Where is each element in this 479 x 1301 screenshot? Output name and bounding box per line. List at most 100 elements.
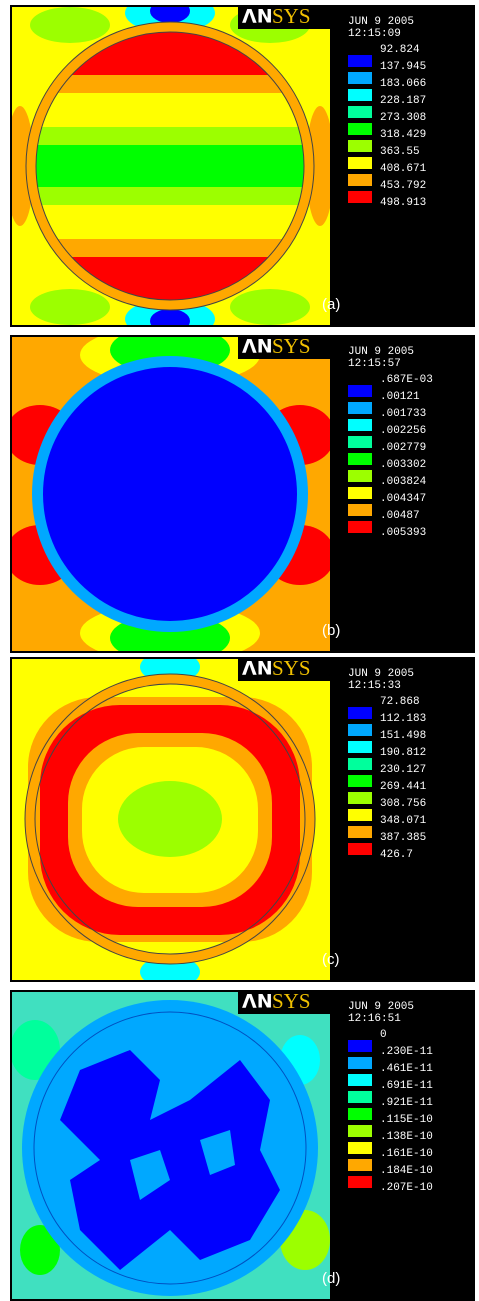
- legend-swatch: [348, 809, 372, 821]
- legend-swatch: [348, 504, 372, 516]
- legend-swatch: [348, 1108, 372, 1120]
- legend-swatch: [348, 140, 372, 152]
- legend-label: .004347: [380, 493, 426, 505]
- logo-background: [238, 5, 334, 29]
- legend-swatch: [348, 123, 372, 135]
- legend-swatch: [348, 741, 372, 753]
- contour-plot: [12, 659, 330, 980]
- legend-label: .002256: [380, 425, 426, 437]
- legend-label: .161E-10: [380, 1148, 433, 1160]
- legend-label: .207E-10: [380, 1182, 433, 1194]
- legend-label: .461E-11: [380, 1063, 433, 1075]
- panel-caption: (b): [322, 622, 340, 639]
- contour-plot: [12, 337, 330, 651]
- legend-label: 230.127: [380, 764, 426, 776]
- legend-swatch: [348, 775, 372, 787]
- legend-label: .138E-10: [380, 1131, 433, 1143]
- legend-swatch: [348, 89, 372, 101]
- legend-label: .230E-11: [380, 1046, 433, 1058]
- legend-swatch: [348, 487, 372, 499]
- legend-swatch: [348, 419, 372, 431]
- legend-label: .691E-11: [380, 1080, 433, 1092]
- time: 12:15:33: [348, 680, 401, 692]
- legend-swatch: [348, 1176, 372, 1188]
- time: 12:15:57: [348, 358, 401, 370]
- legend-label: 408.671: [380, 163, 427, 175]
- logo-left: ΛN: [242, 336, 273, 358]
- legend-label: .005393: [380, 527, 426, 539]
- legend-label: 363.55: [380, 146, 420, 158]
- legend-label: 426.7: [380, 849, 413, 861]
- legend-label: .001733: [380, 408, 426, 420]
- legend-swatch: [348, 707, 372, 719]
- legend-label: 228.187: [380, 95, 426, 107]
- legend-swatch: [348, 157, 372, 169]
- time: 12:16:51: [348, 1013, 401, 1025]
- legend-label: .003302: [380, 459, 426, 471]
- legend-label: 269.441: [380, 781, 427, 793]
- legend-label: 92.824: [380, 44, 420, 56]
- legend-label: .003824: [380, 476, 427, 488]
- legend-swatch: [348, 1040, 372, 1052]
- legend-label: 273.308: [380, 112, 426, 124]
- panel-caption: (a): [322, 296, 340, 313]
- time: 12:15:09: [348, 28, 401, 40]
- logo-right: SYS: [272, 990, 311, 1013]
- legend-swatch: [348, 174, 372, 186]
- logo-background: [238, 657, 334, 681]
- legend-swatch: [348, 792, 372, 804]
- date: JUN 9 2005: [348, 1001, 414, 1013]
- legend-swatch: [348, 758, 372, 770]
- logo-left: ΛN: [242, 658, 273, 680]
- legend-label: .115E-10: [380, 1114, 433, 1126]
- date: JUN 9 2005: [348, 346, 414, 358]
- legend-label: 308.756: [380, 798, 426, 810]
- legend-label: 348.071: [380, 815, 427, 827]
- logo-left: ΛN: [242, 991, 273, 1013]
- legend-label: 183.066: [380, 78, 426, 90]
- legend-swatch: [348, 72, 372, 84]
- legend-swatch: [348, 521, 372, 533]
- legend-label: 0: [380, 1029, 387, 1041]
- legend-swatch: [348, 1125, 372, 1137]
- contour-plot: [12, 7, 330, 325]
- legend-label: .00487: [380, 510, 420, 522]
- legend-swatch: [348, 55, 372, 67]
- legend-swatch: [348, 1091, 372, 1103]
- legend-label: .687E-03: [380, 374, 433, 386]
- contour-plot: [12, 992, 330, 1299]
- panel-caption: (c): [322, 951, 340, 968]
- legend-swatch: [348, 436, 372, 448]
- legend-swatch: [348, 402, 372, 414]
- legend-swatch: [348, 826, 372, 838]
- legend-label: 190.812: [380, 747, 426, 759]
- legend-label: 72.868: [380, 696, 420, 708]
- legend-label: 453.792: [380, 180, 426, 192]
- legend-swatch: [348, 191, 372, 203]
- legend-swatch: [348, 385, 372, 397]
- logo-right: SYS: [272, 657, 311, 680]
- legend-label: 387.385: [380, 832, 426, 844]
- legend-label: 112.183: [380, 713, 426, 725]
- logo-right: SYS: [272, 5, 311, 28]
- legend-label: 137.945: [380, 61, 426, 73]
- legend-label: 498.913: [380, 197, 426, 209]
- legend-swatch: [348, 470, 372, 482]
- date: JUN 9 2005: [348, 668, 414, 680]
- logo-left: ΛN: [242, 6, 273, 28]
- logo-background: [238, 335, 334, 359]
- legend-swatch: [348, 843, 372, 855]
- legend-swatch: [348, 1142, 372, 1154]
- legend-swatch: [348, 1057, 372, 1069]
- panel-caption: (d): [322, 1270, 340, 1287]
- legend-label: .184E-10: [380, 1165, 433, 1177]
- logo-background: [238, 990, 334, 1014]
- legend-swatch: [348, 453, 372, 465]
- legend-label: 151.498: [380, 730, 426, 742]
- legend-label: .921E-11: [380, 1097, 433, 1109]
